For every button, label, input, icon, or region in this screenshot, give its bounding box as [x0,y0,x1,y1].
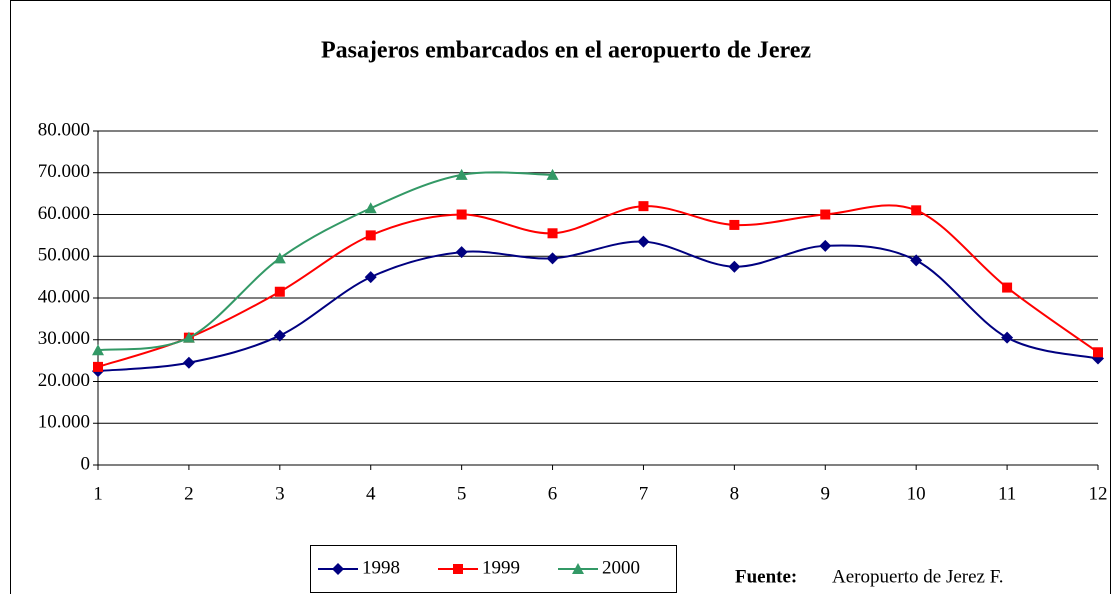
y-tick-label: 40.000 [38,286,90,307]
y-tick-label: 80.000 [38,119,90,140]
x-tick-label: 8 [730,483,740,504]
marker [182,356,195,369]
chart-frame [10,0,1111,594]
marker [910,254,923,267]
source: Aeropuerto de Jerez F. [832,566,1004,587]
y-tick-label: 70.000 [38,161,90,182]
x-tick-label: 2 [184,483,194,504]
x-tick-label: 5 [457,483,467,504]
y-tick-label: 30.000 [38,328,90,349]
legend-label: 2000 [602,557,640,578]
source-label: Fuente: [735,566,797,587]
chart-title: Pasajeros embarcados en el aeropuerto de… [321,38,811,64]
marker [456,209,467,220]
marker [273,329,286,342]
x-tick-label: 12 [1089,483,1108,504]
y-tick-label: 60.000 [38,203,90,224]
series-line [97,240,1099,373]
x-tick-label: 6 [548,483,558,504]
series-line [97,171,553,352]
series-line [97,204,1099,368]
x-tick-label: 9 [821,483,831,504]
marker [729,219,740,230]
y-tick-label: 20.000 [38,370,90,391]
legend-marker [572,563,584,574]
x-tick-label: 1 [93,483,103,504]
y-tick-label: 50.000 [38,245,90,266]
legend-marker [453,564,463,574]
marker [637,235,650,248]
marker [546,168,559,180]
legend-marker [332,563,344,575]
marker [455,168,468,180]
marker [364,202,377,214]
x-tick-label: 3 [275,483,285,504]
marker [547,228,558,239]
marker [364,271,377,284]
marker [365,230,376,241]
x-tick-label: 10 [907,483,926,504]
marker [274,286,285,297]
legend-label: 1999 [482,557,520,578]
marker [182,331,195,343]
marker [93,361,103,372]
marker [546,252,559,265]
marker [1002,282,1013,293]
y-tick-label: 0 [81,453,91,474]
legend-label: 1998 [362,557,400,578]
marker [1001,331,1014,344]
x-tick-label: 7 [639,483,649,504]
marker [273,252,286,264]
marker [819,239,832,252]
legend-box [310,545,677,593]
x-tick-label: 11 [998,483,1016,504]
marker [820,209,831,220]
y-tick-label: 10.000 [38,412,90,433]
x-tick-label: 4 [366,483,376,504]
marker [911,205,922,216]
marker [728,260,741,273]
marker [1093,347,1103,358]
marker [455,246,468,259]
marker [92,344,104,356]
marker [638,201,649,212]
